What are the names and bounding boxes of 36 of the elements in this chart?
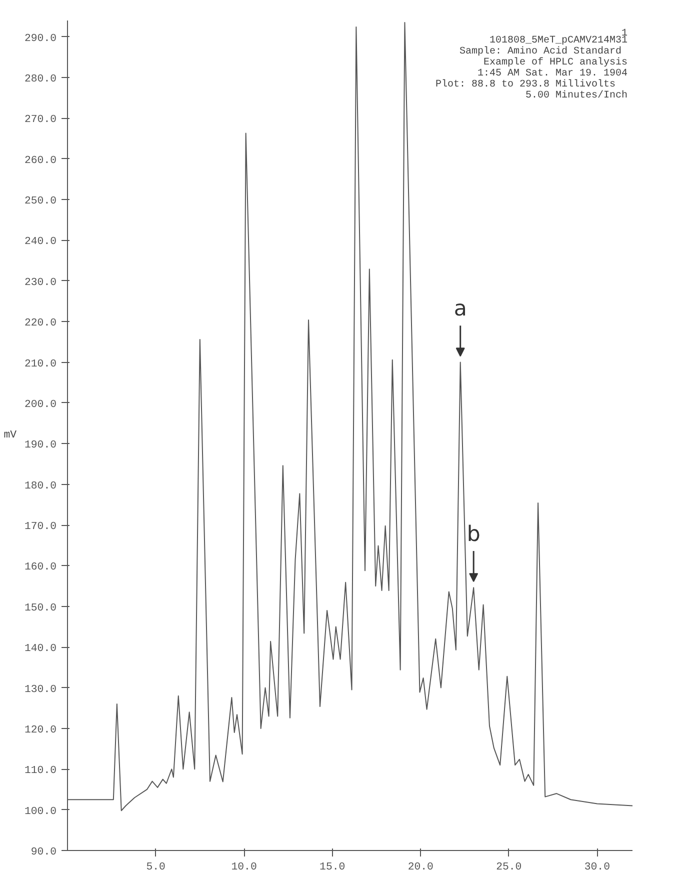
y-tick-label: 240.0 [24, 236, 57, 248]
annotation: 5.00 Minutes/Inch [525, 90, 628, 102]
x-tick-label: 15.0 [320, 862, 346, 874]
y-tick-label: 140.0 [24, 643, 57, 656]
y-tick-label: 160.0 [24, 562, 57, 574]
y-tick-label: 250.0 [24, 196, 57, 208]
x-tick-label: 25.0 [496, 862, 522, 874]
y-tick-label: 130.0 [24, 684, 57, 696]
y-tick-label: 200.0 [24, 398, 57, 411]
y-tick-label: 110.0 [24, 765, 57, 778]
annotation: Plot: 88.8 to 293.8 Millivolts [435, 78, 616, 90]
y-tick-label: 180.0 [24, 480, 57, 492]
y-tick-label: 100.0 [24, 806, 57, 818]
y-tick-label: 210.0 [24, 358, 57, 370]
annotation: Sample: Amino Acid Standard [459, 46, 622, 58]
y-tick-label: 280.0 [24, 73, 57, 86]
y-axis-title: mV [4, 430, 18, 442]
annotation: 1:45 AM Sat. Mar 19. 1904 [477, 68, 628, 80]
y-tick-label: 150.0 [24, 602, 57, 614]
y-tick-label: 90.0 [30, 846, 57, 858]
y-tick-label: 270.0 [24, 114, 57, 126]
y-tick-label: 170.0 [24, 521, 57, 534]
y-tick-label: 220.0 [24, 318, 57, 330]
y-tick-label: 230.0 [24, 276, 57, 289]
x-tick-label: 10.0 [231, 862, 257, 874]
annotation: Example of HPLC analysis [483, 56, 628, 68]
x-tick-label: 5.0 [146, 862, 166, 874]
annotation: 101808_5MeT_pCAMV214M31 [489, 36, 628, 46]
x-tick-label: 30.0 [584, 862, 610, 874]
y-tick-label: 120.0 [24, 724, 57, 736]
annotation: b [466, 522, 480, 547]
y-tick-label: 190.0 [24, 440, 57, 452]
y-tick-label: 260.0 [24, 154, 57, 167]
annotation: a [454, 296, 467, 322]
x-tick-label: 20.0 [408, 862, 434, 874]
y-tick-label: 290.0 [24, 32, 57, 45]
